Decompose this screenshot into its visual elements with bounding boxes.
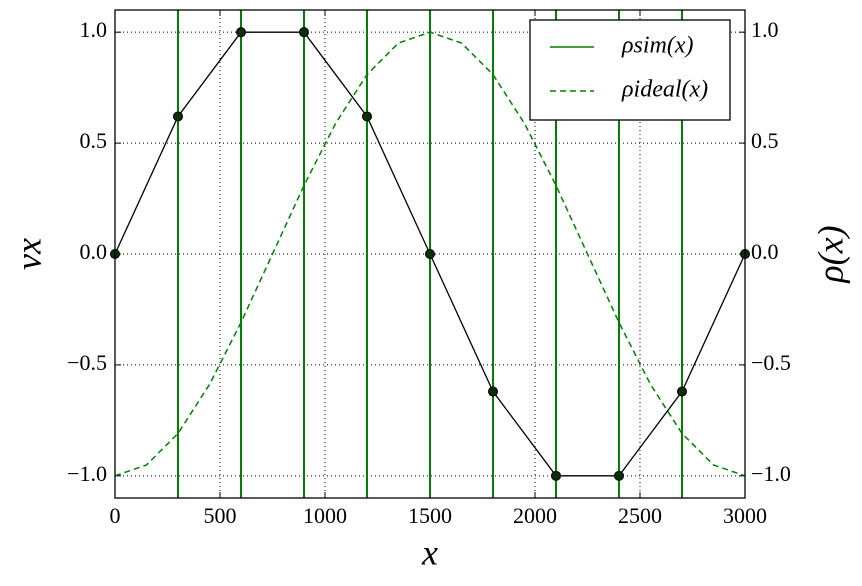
x-tick-label: 3000: [723, 503, 767, 528]
y2-tick-label: 0.0: [751, 239, 779, 264]
velocity-marker: [236, 27, 246, 38]
density-line: [114, 31, 746, 477]
legend-label: ρideal(x): [621, 77, 708, 103]
velocity-marker: [362, 111, 372, 122]
y2-tick-label: −1.0: [751, 461, 791, 486]
y-tick-label: 0.0: [80, 239, 108, 264]
velocity-marker: [488, 386, 498, 397]
x-tick-label: 0: [110, 503, 121, 528]
y-tick-label: −0.5: [67, 350, 107, 375]
x-tick-label: 2000: [513, 503, 557, 528]
x-tick-label: 500: [204, 503, 237, 528]
x-tick-label: 1000: [303, 503, 347, 528]
y2-axis-label: ρ(x): [810, 225, 850, 283]
y-tick-label: 1.0: [80, 17, 108, 42]
y-tick-label: −1.0: [67, 461, 107, 486]
x-tick-label: 1500: [408, 503, 452, 528]
y2-tick-label: −0.5: [751, 350, 791, 375]
velocity-marker: [299, 27, 309, 38]
velocity-marker: [614, 470, 624, 481]
x-axis-label: x: [421, 532, 438, 572]
y-tick-label: 0.5: [80, 128, 108, 153]
velocity-marker: [677, 386, 687, 397]
y2-tick-label: 0.5: [751, 128, 779, 153]
legend-label: ρsim(x): [621, 33, 694, 59]
velocity-marker: [551, 470, 561, 481]
y-axis-label: vx: [8, 238, 48, 270]
velocity-marker: [425, 249, 435, 259]
plot-frame: [114, 9, 746, 499]
y2-tick-label: 1.0: [751, 17, 779, 42]
velocity-marker: [173, 111, 183, 122]
x-tick-label: 2500: [618, 503, 662, 528]
legend-box: [529, 19, 731, 121]
